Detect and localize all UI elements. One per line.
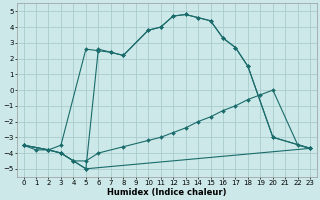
X-axis label: Humidex (Indice chaleur): Humidex (Indice chaleur) (107, 188, 227, 197)
